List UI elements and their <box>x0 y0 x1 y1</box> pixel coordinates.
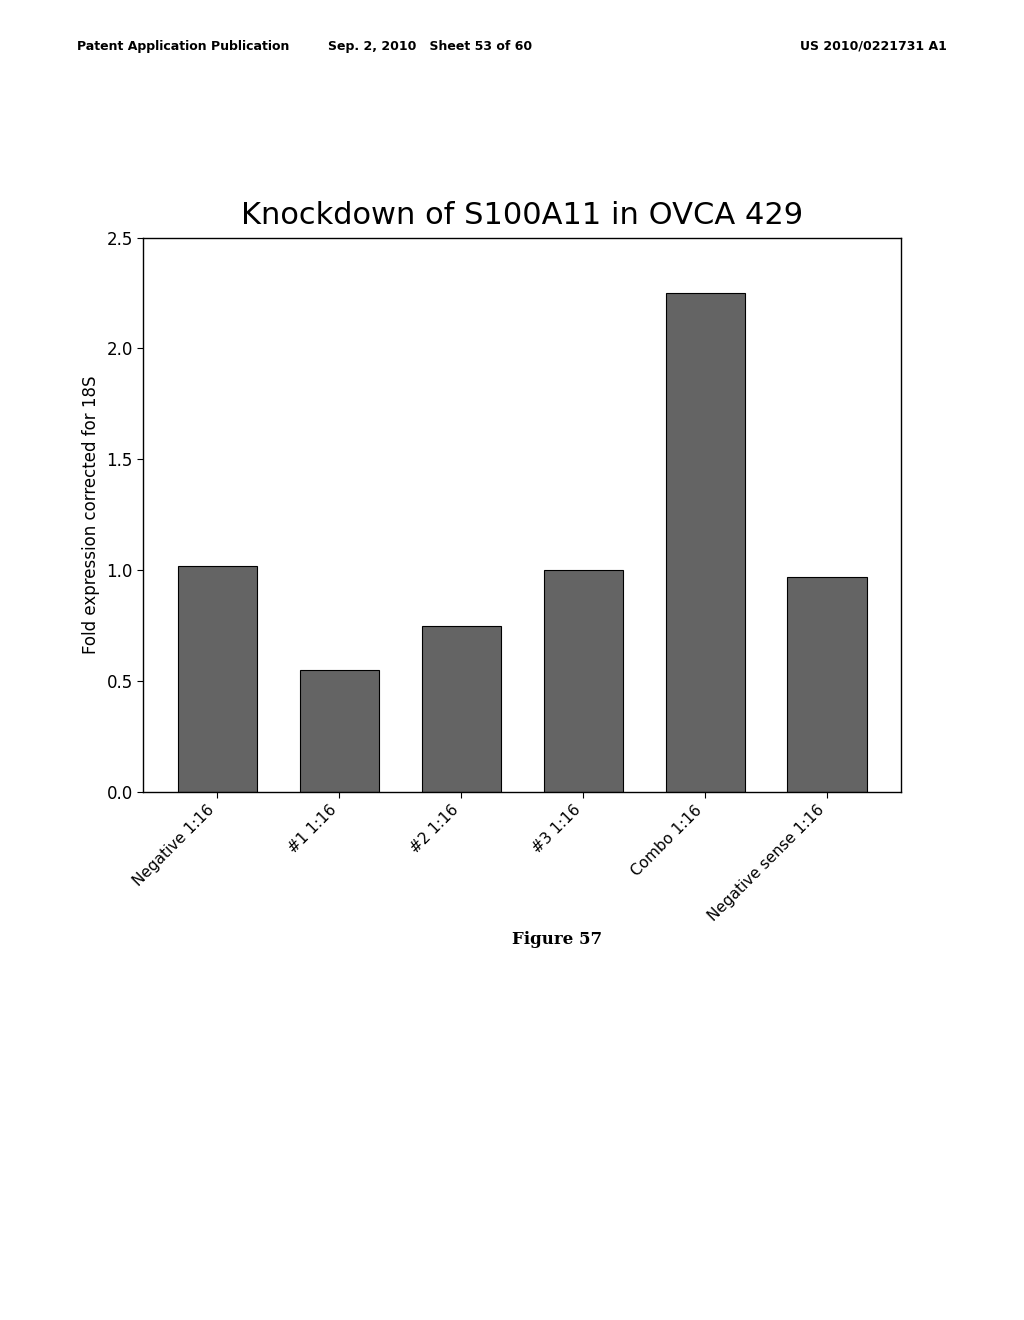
Bar <box>178 566 257 792</box>
Bar <box>787 577 866 792</box>
Title: Knockdown of S100A11 in OVCA 429: Knockdown of S100A11 in OVCA 429 <box>242 201 803 230</box>
Text: US 2010/0221731 A1: US 2010/0221731 A1 <box>801 40 947 53</box>
Bar <box>422 626 501 792</box>
Y-axis label: Fold expression corrected for 18S: Fold expression corrected for 18S <box>82 376 99 653</box>
Text: Sep. 2, 2010   Sheet 53 of 60: Sep. 2, 2010 Sheet 53 of 60 <box>328 40 532 53</box>
Bar <box>666 293 744 792</box>
Text: Figure 57: Figure 57 <box>512 931 602 948</box>
Bar <box>544 570 623 792</box>
Bar <box>300 671 379 792</box>
Text: Patent Application Publication: Patent Application Publication <box>77 40 289 53</box>
